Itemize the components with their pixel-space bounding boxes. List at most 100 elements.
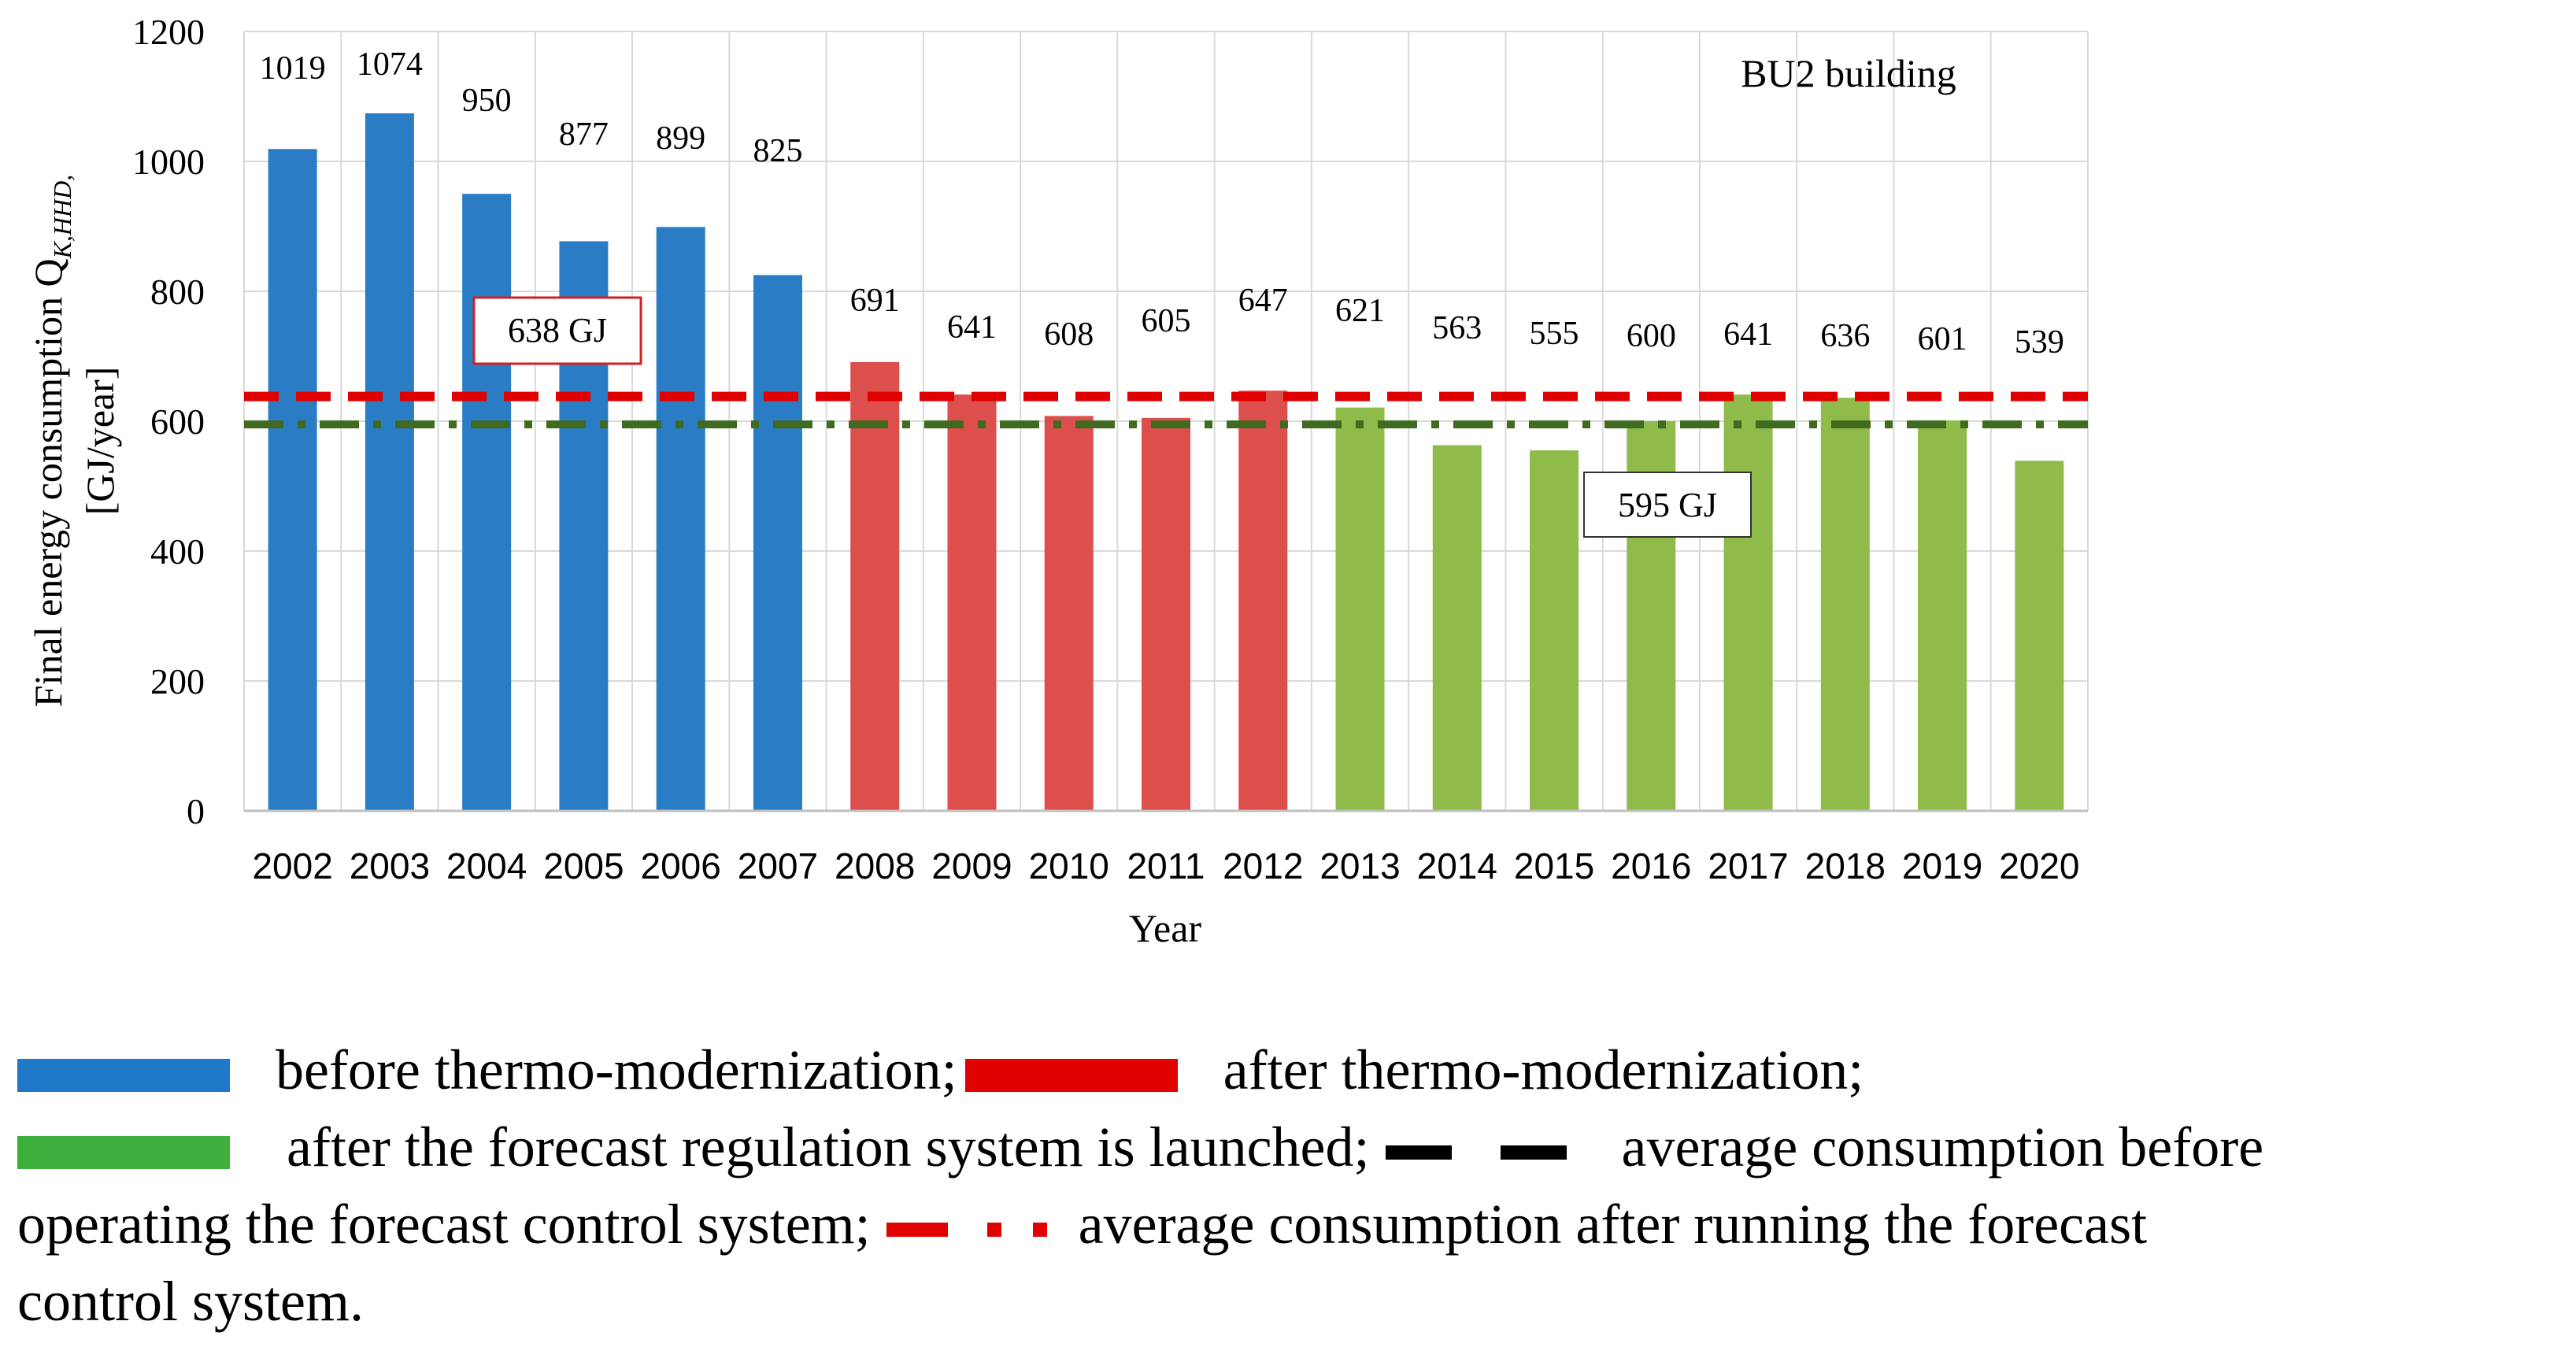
- legend-avg-after-label-cont: control system.: [17, 1270, 364, 1333]
- annotation-595: 595 GJ: [1583, 472, 1752, 538]
- y-tick-label: 1000: [132, 142, 205, 182]
- x-tick-label-2013: 2013: [1319, 846, 1400, 886]
- value-label-2013: 621: [1335, 293, 1385, 329]
- x-tick-label-2012: 2012: [1223, 846, 1303, 886]
- legend-avg-before-label: average consumption before: [1621, 1116, 2264, 1179]
- x-tick-label-2004: 2004: [446, 846, 527, 886]
- x-tick-label-2015: 2015: [1514, 846, 1594, 886]
- bar-2014: [1432, 445, 1482, 811]
- bars: [268, 113, 2064, 812]
- bar-2007: [753, 275, 802, 811]
- bar-2003: [365, 113, 414, 811]
- x-tick-label-2006: 2006: [641, 846, 721, 886]
- y-tick-label: 1200: [132, 12, 205, 52]
- x-tick-label-2016: 2016: [1611, 846, 1691, 886]
- bar-2012: [1238, 390, 1288, 812]
- bar-2004: [462, 194, 512, 811]
- bar-2010: [1044, 416, 1094, 811]
- legend-dash-black-1: [1385, 1145, 1452, 1160]
- bar-2008: [850, 361, 900, 811]
- bar-2013: [1335, 407, 1385, 811]
- value-label-2011: 605: [1142, 303, 1191, 339]
- x-tick-label-2008: 2008: [835, 846, 915, 886]
- legend-dash-red-1: [886, 1223, 948, 1238]
- value-label-2008: 691: [850, 283, 900, 319]
- legend-forecast-label: after the forecast regulation system is …: [287, 1116, 1370, 1179]
- legend-swatch-after: [964, 1059, 1178, 1093]
- annotation-638-text: 638 GJ: [508, 311, 607, 350]
- legend-after-label: after thermo-modernization;: [1223, 1038, 1864, 1101]
- x-tick-label-2020: 2020: [1999, 846, 2079, 886]
- value-label-2017: 641: [1723, 316, 1773, 353]
- legend-line-2: after the forecast regulation system is …: [17, 1108, 2568, 1186]
- value-label-2009: 641: [947, 309, 997, 346]
- value-label-2005: 877: [559, 117, 609, 153]
- value-label-2002: 1019: [260, 50, 326, 87]
- x-tick-label-2007: 2007: [738, 846, 818, 886]
- x-tick-label-2018: 2018: [1805, 846, 1886, 886]
- svg-text:Final energy consumption QK,HH: Final energy consumption QK,HHD,: [26, 175, 76, 708]
- value-label-2020: 539: [2015, 324, 2064, 361]
- x-tick-label-2002: 2002: [252, 846, 332, 886]
- bar-2020: [2015, 461, 2064, 811]
- axes: 0 200 400 600 800 1000 1200 2002 2003 2004 2005 200…: [132, 12, 2088, 886]
- legend-line-4: control system.: [17, 1263, 2568, 1340]
- y-axis-title-unit: [GJ/year]: [78, 367, 122, 516]
- x-tick-label-2009: 2009: [931, 846, 1012, 886]
- bar-2006: [656, 227, 705, 811]
- legend-dash-red-3: [1032, 1223, 1047, 1238]
- y-axis-title: Final energy consumption QK,HHD, [GJ/yea…: [26, 175, 122, 708]
- legend-line-1: before thermo-modernization; after thermo…: [17, 1031, 2568, 1108]
- value-label-2015: 555: [1530, 316, 1579, 352]
- x-axis-title: Year: [1129, 906, 1201, 950]
- bar-2011: [1142, 417, 1190, 811]
- y-tick-label: 800: [150, 272, 205, 312]
- value-label-2019: 601: [1918, 321, 1967, 357]
- y-tick-label: 200: [150, 661, 205, 701]
- legend-swatch-forecast: [17, 1136, 230, 1170]
- value-label-2018: 636: [1820, 318, 1870, 354]
- value-label-2004: 950: [462, 83, 512, 119]
- legend-dash-black-2: [1500, 1145, 1567, 1160]
- x-tick-label-2019: 2019: [1902, 846, 1982, 886]
- y-tick-label: 0: [187, 791, 205, 831]
- x-tick-label-2014: 2014: [1417, 846, 1497, 886]
- bar-2015: [1530, 450, 1579, 811]
- legend-line-3: operating the forecast control system; av…: [17, 1186, 2568, 1263]
- value-label-2010: 608: [1044, 316, 1094, 353]
- x-tick-label-2010: 2010: [1029, 846, 1109, 886]
- value-label-2003: 1074: [357, 46, 423, 83]
- value-label-2016: 600: [1627, 318, 1676, 354]
- y-tick-label: 400: [150, 531, 205, 572]
- value-label-2014: 563: [1432, 310, 1482, 346]
- bar-2009: [947, 394, 997, 811]
- value-label-2006: 899: [656, 120, 705, 157]
- chart-title: BU2 building: [1741, 51, 1956, 95]
- y-tick-label: 600: [150, 401, 205, 442]
- annotation-595-box: [1583, 472, 1752, 538]
- legend-avg-before-label-cont: operating the forecast control system;: [17, 1193, 871, 1256]
- legend: before thermo-modernization; after thermo…: [17, 1031, 2568, 1340]
- value-label-2012: 647: [1238, 283, 1288, 319]
- annotation-638: 638 GJ: [472, 296, 642, 365]
- value-labels: 1019 1074 950 877 899 825 691 641 608 605 647 621 56…: [260, 46, 2064, 361]
- reference-lines: 638 GJ 595 GJ: [244, 296, 2088, 538]
- bar-2018: [1820, 398, 1870, 811]
- y-axis-title-subscript: K,HHD,: [48, 175, 76, 260]
- legend-dash-red-2: [986, 1223, 1001, 1238]
- x-tick-label-2017: 2017: [1708, 846, 1788, 886]
- value-label-2007: 825: [753, 133, 802, 169]
- y-axis-title-main: Final energy consumption Q: [26, 258, 70, 707]
- annotation-638-box: [472, 296, 642, 365]
- bar-2002: [268, 149, 317, 811]
- legend-before-label: before thermo-modernization;: [276, 1038, 957, 1101]
- x-tick-label-2005: 2005: [543, 846, 624, 886]
- bar-2019: [1918, 420, 1967, 811]
- legend-swatch-before: [17, 1059, 230, 1093]
- x-tick-label-2011: 2011: [1127, 846, 1205, 886]
- legend-avg-after-label: average consumption after running the fo…: [1078, 1193, 2148, 1256]
- annotation-595-text: 595 GJ: [1618, 486, 1717, 524]
- x-tick-label-2003: 2003: [350, 846, 430, 886]
- bar-2017: [1723, 394, 1773, 811]
